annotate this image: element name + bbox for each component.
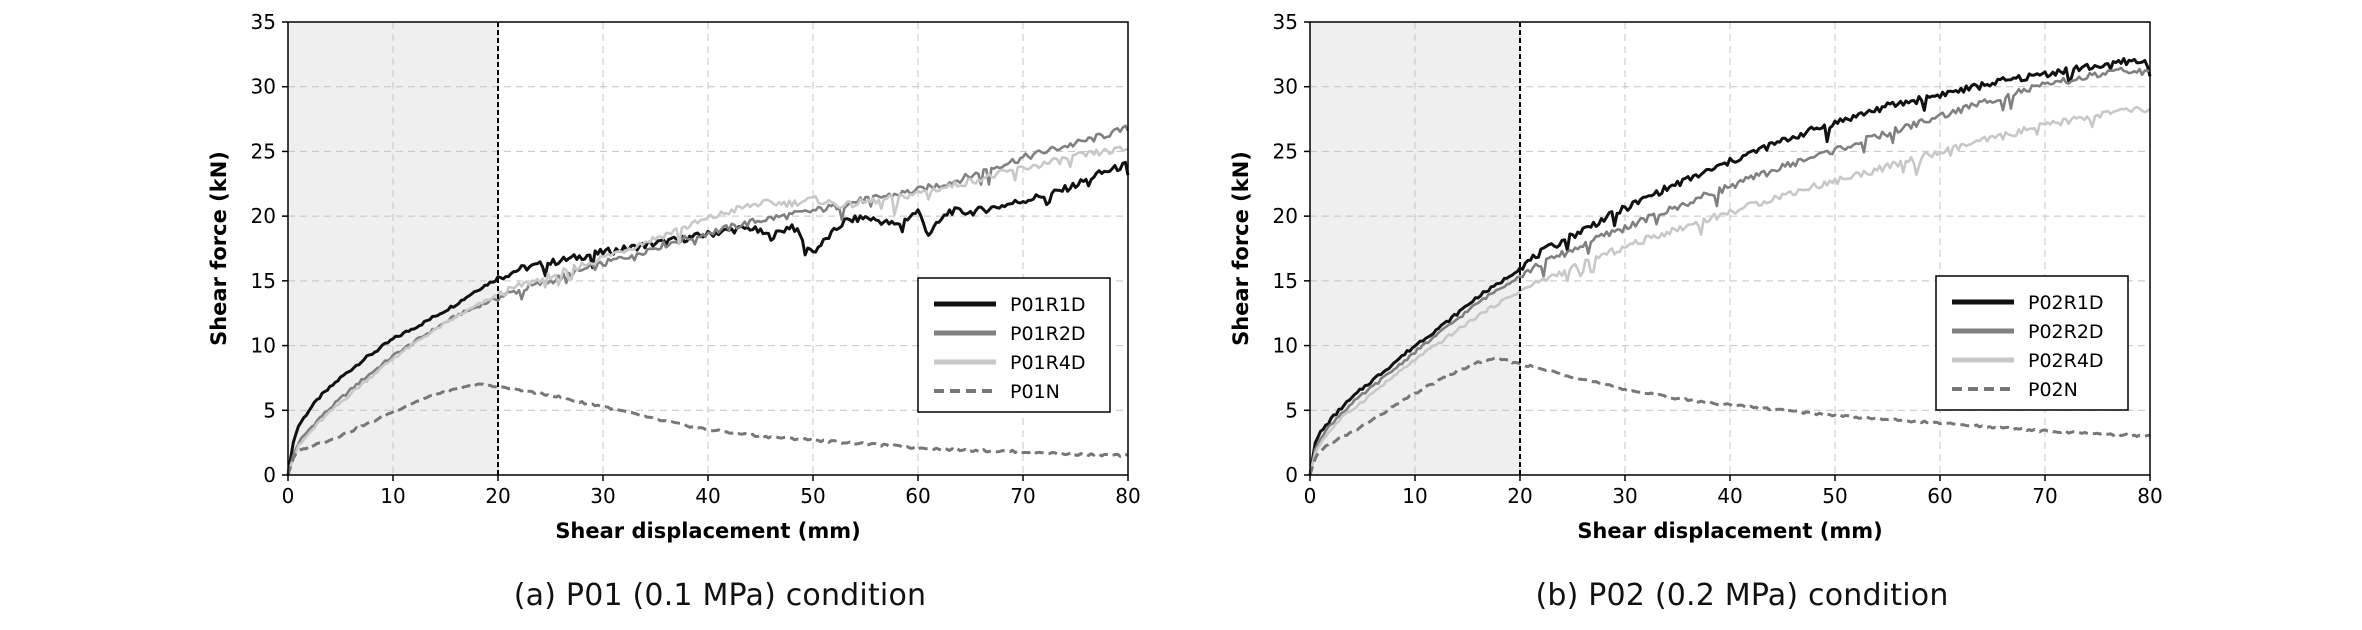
legend-label-P02R1D: P02R1D <box>2028 292 2104 314</box>
y-tick-label: 15 <box>1273 269 1298 293</box>
chart-panel-a: 0 10 20 30 40 50 60 70 80 0 5 10 15 20 25 30 35 Shear dis… <box>207 10 1141 543</box>
series-line-P01N <box>286 382 1129 476</box>
x-tick-label: 20 <box>485 484 510 508</box>
y-tick-label: 5 <box>263 398 276 422</box>
y-tick-label: 10 <box>1273 334 1298 358</box>
legend-label-P01N: P01N <box>1010 381 1060 403</box>
legend-label-P01R2D: P01R2D <box>1010 323 1086 345</box>
x-tick-label: 80 <box>2137 484 2162 508</box>
y-axis-title: Shear force (kN) <box>207 151 231 346</box>
y-tick-label: 30 <box>251 75 276 99</box>
caption-panel-a: (a) P01 (0.1 MPa) condition <box>513 578 927 613</box>
y-tick-label: 0 <box>263 463 276 487</box>
x-tick-label: 0 <box>282 484 295 508</box>
x-tick-label: 0 <box>1304 484 1317 508</box>
legend-label-P01R4D: P01R4D <box>1010 352 1086 374</box>
y-tick-label: 20 <box>251 204 276 228</box>
x-tick-label: 10 <box>1402 484 1427 508</box>
x-tick-label: 60 <box>1927 484 1952 508</box>
legend-label-P02N: P02N <box>2028 379 2078 401</box>
x-tick-label: 50 <box>800 484 825 508</box>
legend-label-P01R1D: P01R1D <box>1010 294 1086 316</box>
series-line-P02R2D <box>1308 66 2151 476</box>
x-axis-title: Shear displacement (mm) <box>555 519 860 543</box>
x-tick-label: 60 <box>905 484 930 508</box>
series-line-P01R1D <box>286 160 1130 476</box>
x-tick-label: 30 <box>590 484 615 508</box>
series-line-P02R1D <box>1308 57 2152 476</box>
series-line-P01R4D <box>286 145 1129 476</box>
y-tick-label: 15 <box>251 269 276 293</box>
y-tick-label: 20 <box>1273 204 1298 228</box>
x-tick-label: 10 <box>380 484 405 508</box>
y-tick-label: 35 <box>1273 10 1298 34</box>
x-tick-label: 50 <box>1822 484 1847 508</box>
y-axis-title: Shear force (kN) <box>1229 151 1253 346</box>
y-tick-label: 25 <box>251 139 276 163</box>
series-line-P02R4D <box>1308 105 2151 476</box>
y-tick-label: 5 <box>1285 398 1298 422</box>
y-tick-label: 10 <box>251 334 276 358</box>
x-tick-label: 70 <box>2032 484 2057 508</box>
series-line-P01R2D <box>286 124 1130 476</box>
series-line-P02N <box>1308 356 2151 476</box>
x-tick-label: 80 <box>1115 484 1140 508</box>
legend-label-P02R2D: P02R2D <box>2028 321 2104 343</box>
y-tick-label: 35 <box>251 10 276 34</box>
x-tick-label: 70 <box>1010 484 1035 508</box>
caption-panel-b: (b) P02 (0.2 MPa) condition <box>1535 578 1949 613</box>
x-axis-title: Shear displacement (mm) <box>1577 519 1882 543</box>
x-tick-label: 40 <box>1717 484 1742 508</box>
y-tick-label: 0 <box>1285 463 1298 487</box>
x-tick-label: 30 <box>1612 484 1637 508</box>
y-tick-label: 30 <box>1273 75 1298 99</box>
x-tick-label: 20 <box>1507 484 1532 508</box>
y-tick-label: 25 <box>1273 139 1298 163</box>
x-tick-label: 40 <box>695 484 720 508</box>
chart-panel-b: 0 10 20 30 40 50 60 70 80 0 5 10 15 20 25 30 35 Shear dis… <box>1229 10 2163 543</box>
legend-label-P02R4D: P02R4D <box>2028 350 2104 372</box>
